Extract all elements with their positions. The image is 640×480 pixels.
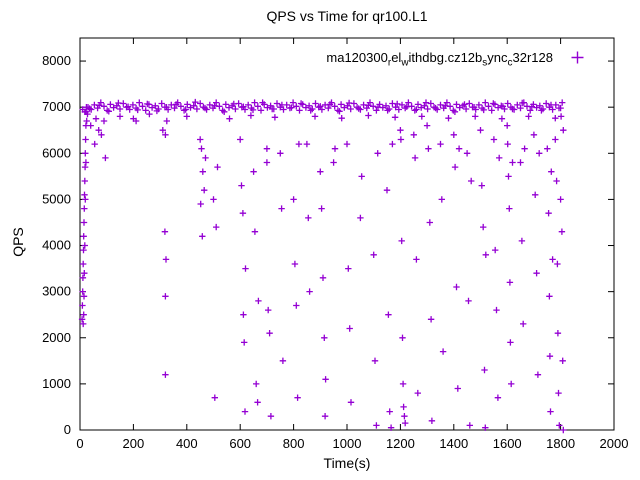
svg-text:1600: 1600 [493, 436, 522, 451]
plus-marker-icon [571, 51, 584, 67]
svg-text:3000: 3000 [42, 284, 71, 299]
svg-text:0: 0 [76, 436, 83, 451]
series-points [78, 98, 567, 434]
svg-text:2000: 2000 [42, 330, 71, 345]
svg-text:1000: 1000 [333, 436, 362, 451]
svg-text:1000: 1000 [42, 376, 71, 391]
svg-text:4000: 4000 [42, 238, 71, 253]
svg-text:800: 800 [283, 436, 305, 451]
svg-text:400: 400 [176, 436, 198, 451]
svg-text:2000: 2000 [600, 436, 629, 451]
svg-text:1200: 1200 [386, 436, 415, 451]
svg-text:7000: 7000 [42, 99, 71, 114]
svg-text:0: 0 [64, 422, 71, 437]
svg-text:8000: 8000 [42, 53, 71, 68]
svg-text:1800: 1800 [546, 436, 575, 451]
legend-label: ma120300relwithdbg.cz12bsyncc32r128 [326, 50, 553, 69]
y-axis-label: QPS [10, 227, 26, 257]
svg-text:200: 200 [123, 436, 145, 451]
legend: ma120300relwithdbg.cz12bsyncc32r128 [326, 50, 584, 69]
svg-text:600: 600 [229, 436, 251, 451]
x-axis-label: Time(s) [323, 455, 371, 471]
svg-text:1400: 1400 [439, 436, 468, 451]
chart-title: QPS vs Time for qr100.L1 [266, 8, 428, 24]
svg-text:5000: 5000 [42, 191, 71, 206]
svg-text:6000: 6000 [42, 145, 71, 160]
